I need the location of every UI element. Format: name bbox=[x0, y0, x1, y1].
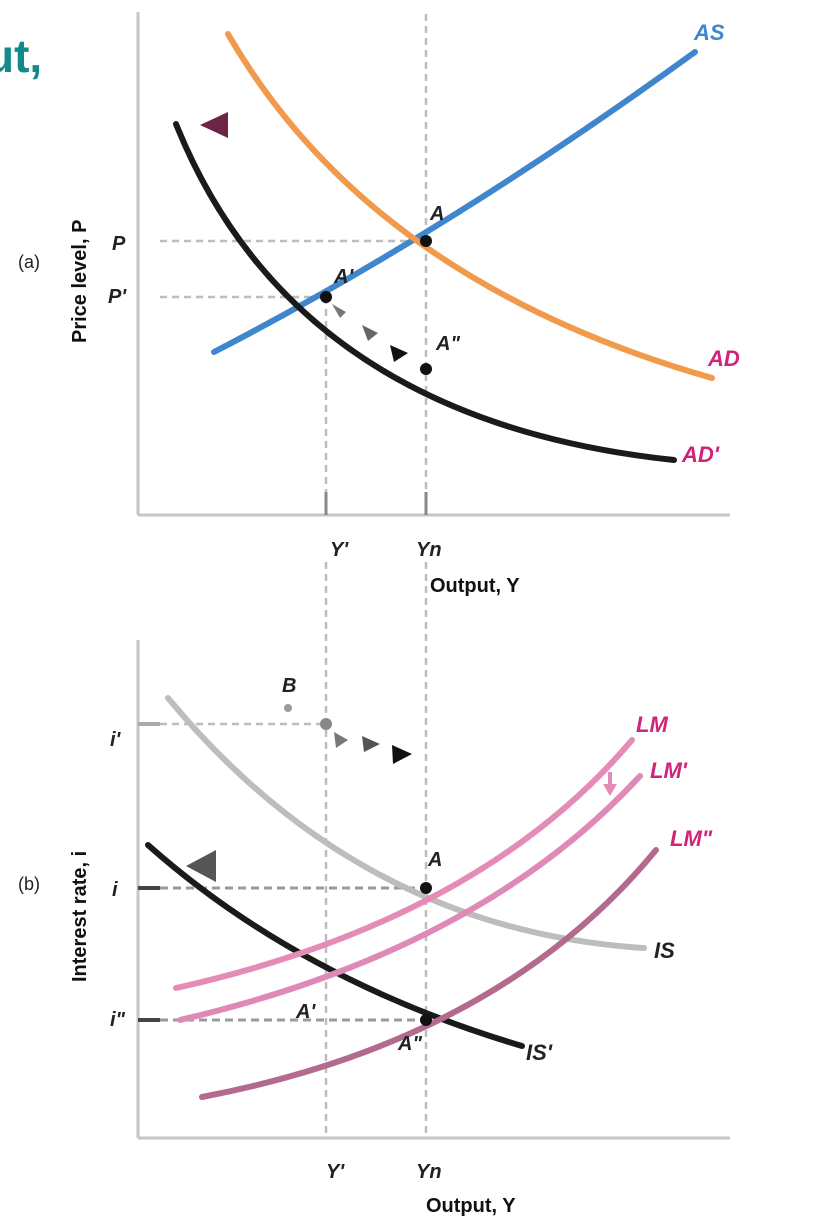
is-shifted-curve bbox=[145, 842, 525, 1049]
panel-b-label: (b) bbox=[18, 874, 40, 894]
panel-a-point-a bbox=[420, 235, 432, 247]
is-shifted-label: IS' bbox=[526, 1040, 553, 1065]
panel-b-y-tick-label-i2: i" bbox=[110, 1009, 126, 1031]
adjustment-arrow-b-2 bbox=[362, 736, 380, 752]
lm-shift-arrow-head bbox=[603, 784, 617, 796]
is-shift-arrow-head bbox=[186, 850, 216, 882]
panel-a-point-a-label: A bbox=[429, 203, 444, 225]
panel-a-y-tick-p1: P' bbox=[108, 286, 127, 308]
panel-b: (b) Interest rate, i A B bbox=[18, 640, 730, 1217]
lm-label: LM bbox=[636, 712, 668, 737]
lm2-label: LM" bbox=[670, 826, 713, 851]
adjustment-arrow-a-2 bbox=[362, 325, 378, 341]
adjustment-arrow-a-1 bbox=[332, 304, 346, 318]
panel-a-x-tick-label-yn: Yn bbox=[416, 539, 442, 561]
panel-b-y-axis-title: Interest rate, i bbox=[69, 851, 91, 982]
ad-shifted-label: AD' bbox=[681, 442, 720, 467]
ad-shift-arrow-head bbox=[200, 112, 228, 138]
panel-a: (a) Price level, P A A' A" P P' Y' bbox=[18, 12, 740, 597]
panel-b-point-a bbox=[420, 882, 432, 894]
panel-a-y-axis-title: Price level, P bbox=[69, 220, 91, 343]
as-curve bbox=[211, 49, 698, 355]
panel-b-point-b bbox=[284, 704, 292, 712]
panel-a-x-tick-label-y1: Y' bbox=[330, 539, 349, 561]
panel-a-point-a1-label: A' bbox=[333, 266, 354, 288]
panel-b-point-a2 bbox=[420, 1014, 432, 1026]
adjustment-arrow-a-3 bbox=[390, 345, 408, 362]
panel-a-point-a2-label: A" bbox=[435, 333, 460, 355]
ad-curve bbox=[225, 31, 715, 381]
panel-b-point-a1-label: A' bbox=[295, 1001, 316, 1023]
panel-a-label: (a) bbox=[18, 252, 40, 272]
lm2-curve bbox=[199, 847, 659, 1100]
panel-b-x-tick-label-y1: Y' bbox=[326, 1161, 345, 1183]
panel-b-point-a1 bbox=[320, 718, 332, 730]
panel-b-point-a-label: A bbox=[427, 849, 442, 871]
panel-a-point-a2 bbox=[420, 363, 432, 375]
ad-label: AD bbox=[707, 346, 740, 371]
panel-a-x-axis-title: Output, Y bbox=[430, 575, 520, 597]
heading-fragment: ut, bbox=[0, 30, 42, 82]
panel-b-x-tick-label-yn: Yn bbox=[416, 1161, 442, 1183]
panel-a-y-tick-p: P bbox=[112, 233, 126, 255]
panel-b-y-tick-label-i: i bbox=[112, 879, 118, 901]
panel-b-x-axis-title: Output, Y bbox=[426, 1195, 516, 1217]
panel-b-point-a2-label: A" bbox=[397, 1033, 422, 1055]
panel-a-point-a1 bbox=[320, 291, 332, 303]
panel-b-point-b-label: B bbox=[282, 675, 296, 697]
lm-curve bbox=[173, 737, 635, 991]
panel-b-y-tick-label-i1: i' bbox=[110, 729, 122, 751]
adjustment-arrow-b-1 bbox=[334, 732, 348, 748]
ad-shifted-curve bbox=[173, 121, 677, 463]
adjustment-arrow-b-3 bbox=[392, 745, 412, 764]
as-label: AS bbox=[693, 20, 725, 45]
lm1-curve bbox=[177, 773, 643, 1023]
lm1-label: LM' bbox=[650, 758, 688, 783]
is-label: IS bbox=[654, 938, 675, 963]
